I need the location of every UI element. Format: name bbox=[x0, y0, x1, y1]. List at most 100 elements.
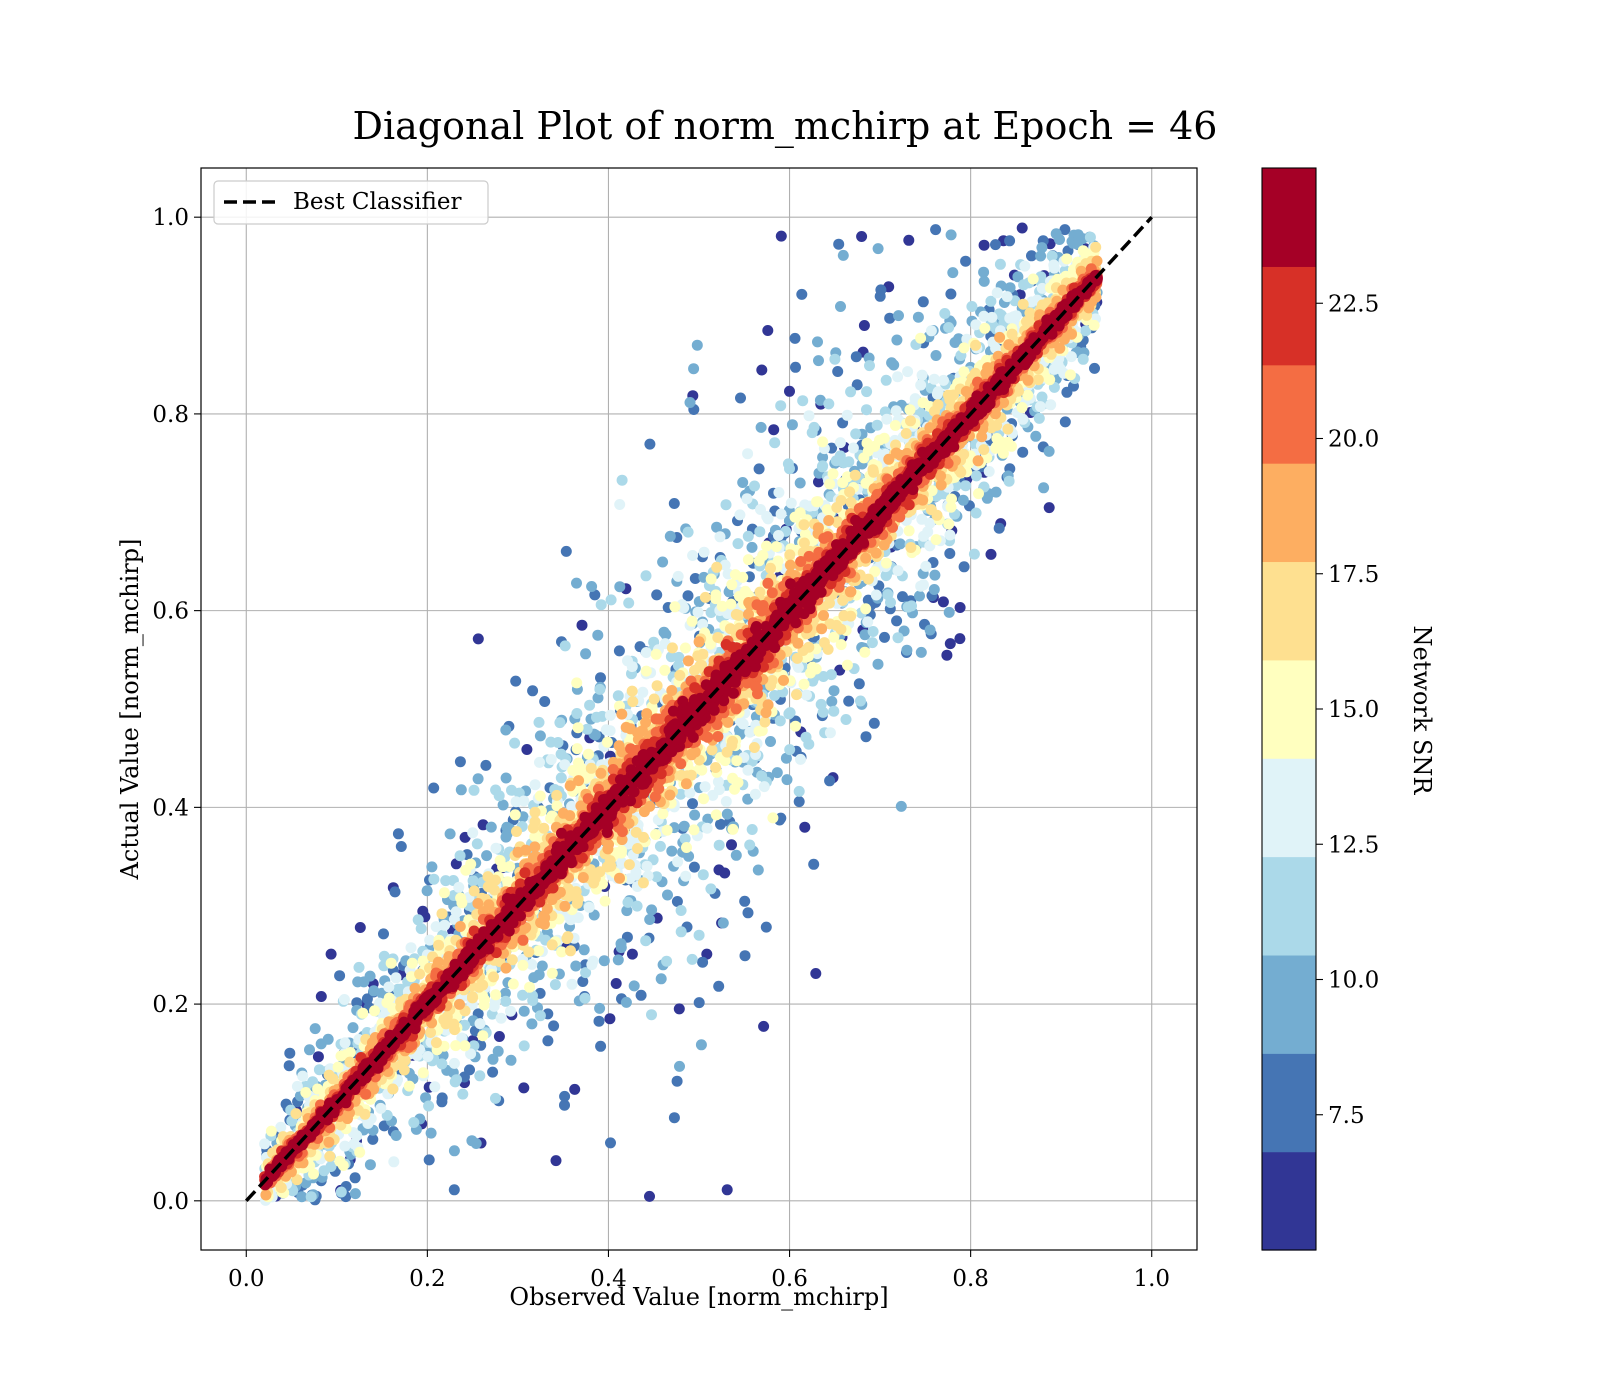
scatter-point bbox=[344, 1056, 356, 1068]
scatter-point bbox=[521, 744, 533, 755]
scatter-point bbox=[893, 310, 904, 322]
scatter-point bbox=[383, 981, 395, 993]
scatter-point bbox=[414, 968, 426, 980]
scatter-point bbox=[917, 579, 929, 591]
scatter-point bbox=[657, 556, 669, 568]
scatter-point bbox=[843, 695, 855, 707]
scatter-point bbox=[784, 744, 796, 756]
scatter-point bbox=[944, 638, 956, 650]
scatter-point bbox=[332, 1061, 344, 1073]
scatter-point bbox=[990, 239, 1001, 251]
scatter-point bbox=[572, 722, 584, 734]
scatter-point bbox=[527, 990, 538, 1002]
scatter-point bbox=[1077, 353, 1089, 365]
scatter-point bbox=[1033, 412, 1045, 424]
scatter-point bbox=[1004, 235, 1016, 247]
scatter-point bbox=[518, 1040, 530, 1052]
scatter-point bbox=[807, 661, 818, 673]
scatter-point bbox=[651, 589, 663, 601]
scatter-point bbox=[759, 716, 771, 728]
scatter-point bbox=[395, 841, 407, 852]
scatter-point bbox=[837, 477, 849, 489]
scatter-point bbox=[605, 1137, 616, 1149]
scatter-point bbox=[684, 397, 696, 408]
scatter-point bbox=[890, 405, 902, 417]
scatter-point bbox=[1024, 307, 1036, 319]
scatter-point bbox=[614, 581, 626, 593]
scatter-point bbox=[903, 525, 915, 537]
scatter-point bbox=[1012, 271, 1024, 283]
scatter-point bbox=[732, 538, 744, 550]
scatter-point bbox=[689, 573, 701, 584]
scatter-point bbox=[754, 526, 766, 538]
scatter-point bbox=[925, 325, 937, 337]
scatter-point bbox=[692, 606, 704, 618]
scatter-point bbox=[354, 922, 366, 933]
scatter-point bbox=[729, 783, 740, 795]
scatter-point bbox=[892, 371, 904, 383]
scatter-point bbox=[775, 508, 787, 520]
scatter-point bbox=[824, 727, 836, 739]
scatter-point bbox=[1048, 259, 1060, 271]
scatter-point bbox=[742, 530, 754, 542]
scatter-point bbox=[1043, 445, 1055, 457]
scatter-point bbox=[566, 978, 578, 990]
scatter-point bbox=[768, 424, 780, 436]
scatter-point bbox=[551, 789, 563, 801]
scatter-point bbox=[632, 843, 643, 854]
scatter-point bbox=[744, 839, 756, 851]
scatter-point bbox=[808, 858, 820, 870]
scatter-point bbox=[599, 895, 611, 907]
scatter-point bbox=[796, 288, 808, 300]
scatter-point bbox=[688, 861, 700, 873]
scatter-point bbox=[583, 748, 594, 760]
scatter-point bbox=[945, 288, 957, 300]
scatter-point bbox=[472, 773, 484, 785]
scatter-point bbox=[978, 310, 990, 322]
scatter-point bbox=[436, 908, 448, 920]
scatter-point bbox=[339, 1037, 351, 1049]
scatter-point bbox=[352, 976, 364, 988]
scatter-point bbox=[817, 460, 829, 472]
scatter-point bbox=[958, 342, 970, 354]
scatter-point bbox=[741, 493, 753, 505]
scatter-point bbox=[666, 642, 678, 654]
scatter-point bbox=[497, 799, 509, 811]
scatter-point bbox=[875, 284, 887, 296]
scatter-point bbox=[698, 546, 710, 558]
scatter-point bbox=[408, 1117, 420, 1128]
scatter-point bbox=[555, 772, 567, 784]
scatter-point bbox=[1016, 222, 1028, 234]
scatter-point bbox=[290, 1108, 302, 1120]
scatter-point bbox=[858, 452, 870, 464]
scatter-point bbox=[518, 1082, 530, 1094]
scatter-point bbox=[518, 795, 530, 807]
scatter-point bbox=[601, 736, 613, 748]
plot-area: 0.0 0.2 0.4 0.6 0.8 1.0 0.00.20.40.60.81.0 Be… bbox=[152, 167, 1198, 1292]
scatter-point bbox=[1061, 253, 1073, 265]
scatter-point bbox=[991, 287, 1003, 299]
scatter-point bbox=[440, 875, 452, 887]
scatter-point bbox=[640, 935, 652, 947]
scatter-point bbox=[587, 955, 599, 967]
scatter-point bbox=[651, 871, 663, 883]
scatter-point bbox=[946, 493, 957, 505]
scatter-point bbox=[671, 896, 683, 907]
scatter-point bbox=[324, 1150, 336, 1162]
scatter-point bbox=[1017, 298, 1029, 310]
scatter-point bbox=[474, 1018, 486, 1030]
scatter-point bbox=[595, 1040, 607, 1052]
scatter-point bbox=[571, 577, 582, 589]
scatter-point bbox=[353, 961, 365, 973]
scatter-point bbox=[487, 1066, 499, 1078]
scatter-point bbox=[725, 598, 737, 610]
scatter-point bbox=[705, 883, 717, 895]
scatter-point bbox=[688, 824, 700, 836]
scatter-point bbox=[565, 945, 576, 957]
scatter-point bbox=[493, 790, 505, 802]
scatter-point bbox=[546, 939, 558, 951]
scatter-point bbox=[797, 395, 809, 407]
scatter-point bbox=[369, 1005, 380, 1017]
scatter-point bbox=[835, 301, 846, 312]
scatter-point bbox=[616, 474, 628, 486]
